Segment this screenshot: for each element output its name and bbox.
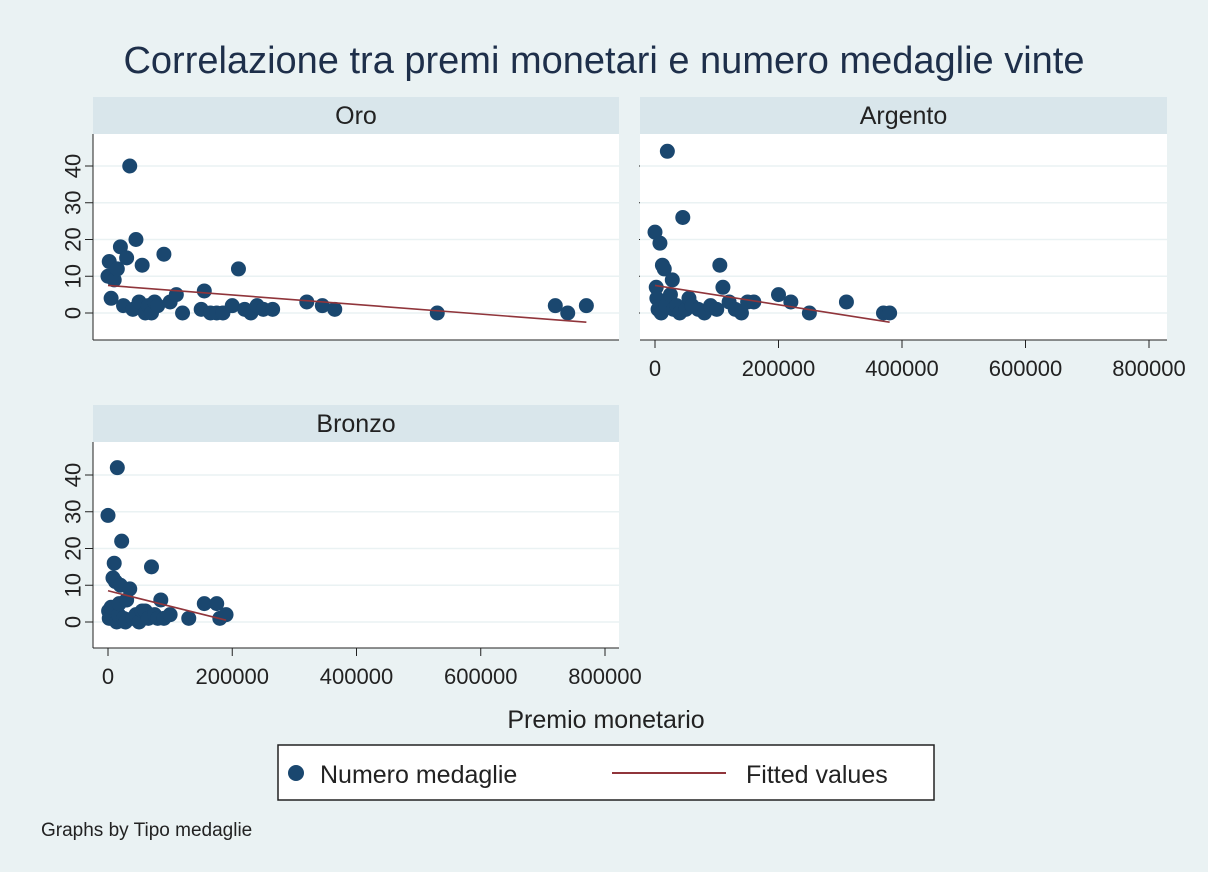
point-oro-21 [175, 305, 191, 321]
point-argento-10 [662, 287, 678, 303]
chart-note: Graphs by Tipo medaglie [41, 820, 252, 841]
point-argento-11 [664, 272, 680, 288]
point-oro-36 [327, 301, 343, 317]
plot-area-oro [93, 134, 619, 340]
x-tick-label-bronzo-0: 0 [102, 664, 114, 689]
point-argento-9 [659, 143, 675, 159]
point-bronzo-5 [106, 555, 122, 571]
y-tick-label-bronzo-40: 40 [61, 463, 86, 487]
point-argento-30 [771, 287, 786, 303]
x-tick-label-bronzo-600000: 600000 [444, 664, 517, 689]
point-argento-33 [838, 294, 854, 310]
point-bronzo-28 [162, 607, 178, 623]
point-oro-38 [547, 298, 563, 314]
point-argento-29 [746, 294, 762, 310]
x-tick-label-argento-200000: 200000 [742, 356, 815, 381]
point-oro-37 [429, 305, 445, 321]
point-argento-27 [733, 305, 749, 321]
point-oro-40 [578, 298, 594, 314]
point-oro-39 [560, 305, 576, 321]
point-oro-28 [230, 261, 246, 277]
point-oro-33 [265, 301, 281, 317]
point-oro-34 [299, 294, 315, 310]
point-oro-5 [112, 239, 128, 255]
y-tick-label-bronzo-0: 0 [61, 616, 86, 628]
point-bronzo-31 [209, 596, 225, 612]
x-axis-label: Premio monetario [507, 706, 704, 734]
point-bronzo-8 [109, 460, 125, 476]
point-bronzo-30 [196, 596, 212, 612]
point-oro-2 [103, 290, 119, 306]
y-tick-label-bronzo-10: 10 [61, 573, 86, 597]
point-bronzo-16 [122, 581, 138, 597]
y-tick-label-bronzo-30: 30 [61, 500, 86, 524]
point-argento-24 [715, 279, 731, 295]
x-tick-label-bronzo-400000: 400000 [320, 664, 393, 689]
plot-area-bronzo [93, 442, 619, 648]
point-oro-10 [128, 232, 144, 247]
y-tick-label-oro-30: 30 [61, 191, 86, 215]
x-tick-label-argento-800000: 800000 [1112, 356, 1185, 381]
legend-entry-numero-medaglie: Numero medaglie [320, 761, 517, 789]
x-tick-label-bronzo-200000: 200000 [196, 664, 269, 689]
point-oro-4 [109, 261, 125, 277]
panel-label-argento: Argento [860, 102, 948, 130]
panel-oro: Oro 0 10 20 30 40 [61, 97, 619, 341]
point-bronzo-33 [218, 607, 234, 623]
legend: Numero medaglie Fitted values [277, 744, 935, 801]
point-argento-15 [675, 209, 691, 225]
point-bronzo-0 [100, 507, 116, 523]
point-argento-4 [652, 235, 668, 251]
point-argento-23 [712, 257, 728, 273]
point-argento-7 [656, 261, 672, 277]
legend-box [277, 744, 935, 801]
point-bronzo-23 [143, 559, 159, 575]
fitted-line-bronzo [107, 589, 227, 621]
panel-label-bronzo: Bronzo [316, 410, 395, 438]
fitted-line-argento [654, 284, 890, 323]
legend-entry-fitted-values: Fitted values [746, 761, 888, 789]
panel-header-bronzo [93, 405, 619, 442]
point-argento-35 [882, 305, 898, 321]
point-oro-18 [156, 246, 172, 262]
chart-title: Correlazione tra premi monetari e numero… [123, 40, 1084, 82]
point-bronzo-12 [114, 533, 130, 549]
point-oro-12 [134, 257, 150, 273]
x-tick-label-argento-0: 0 [649, 356, 661, 381]
y-tick-label-oro-0: 0 [61, 307, 86, 319]
y-tick-label-bronzo-20: 20 [61, 536, 86, 560]
point-argento-1 [648, 279, 664, 295]
panels-layer: Oro 0 10 20 30 40 Argento 0 200000 400000 600000 80… [61, 97, 1186, 689]
point-argento-32 [801, 305, 817, 321]
point-argento-22 [709, 301, 725, 317]
point-oro-7 [119, 250, 135, 266]
point-oro-17 [150, 298, 166, 314]
legend-marker-icon [288, 765, 304, 781]
panel-header-oro [93, 97, 619, 134]
point-bronzo-29 [181, 610, 197, 626]
fitted-line-oro [107, 284, 587, 323]
panel-label-oro: Oro [335, 102, 377, 130]
x-tick-label-argento-400000: 400000 [865, 356, 938, 381]
y-tick-label-oro-40: 40 [61, 154, 86, 178]
point-oro-27 [224, 298, 240, 314]
x-tick-label-argento-600000: 600000 [989, 356, 1062, 381]
panel-argento: Argento 0 200000 400000 600000 800000 [639, 97, 1186, 381]
panel-bronzo: Bronzo 0 10 20 30 40 0 200000 400000 600000 800000 [61, 405, 642, 689]
x-tick-label-bronzo-800000: 800000 [568, 664, 641, 689]
point-oro-8 [122, 158, 138, 174]
y-tick-label-oro-10: 10 [61, 264, 86, 288]
point-oro-20 [168, 287, 184, 303]
point-oro-23 [196, 283, 212, 299]
panel-header-argento [640, 97, 1167, 134]
y-tick-label-oro-20: 20 [61, 227, 86, 251]
